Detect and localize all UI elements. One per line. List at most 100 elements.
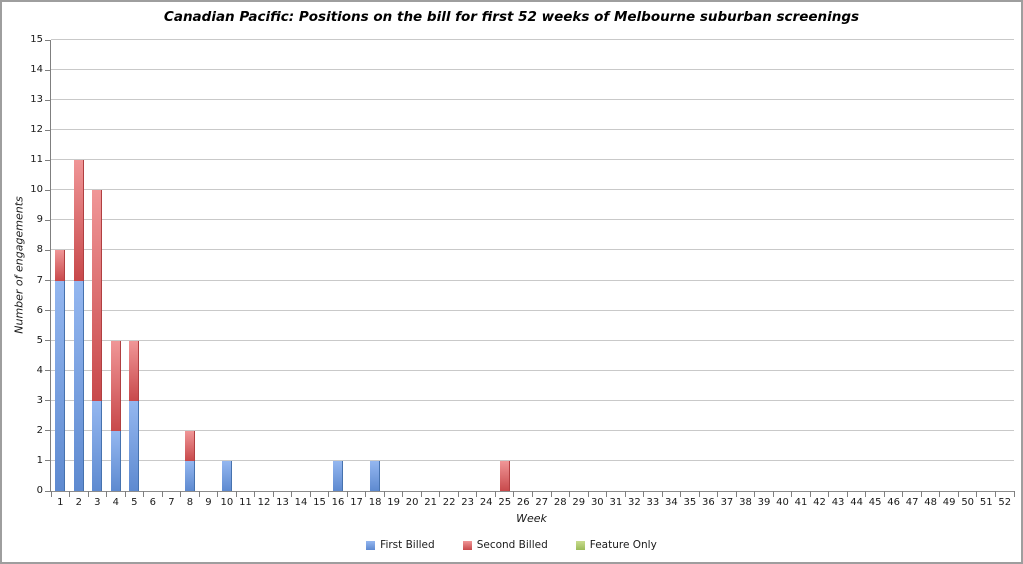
y-axis-tick	[45, 219, 51, 221]
legend-item-second-billed: Second Billed	[462, 539, 548, 551]
y-axis-tick	[45, 370, 51, 372]
x-axis-tick	[254, 491, 256, 497]
gridline	[51, 339, 1014, 341]
x-axis-tick	[994, 491, 996, 497]
x-tick-label: 31	[609, 497, 623, 508]
x-tick-label: 52	[998, 497, 1012, 508]
plot-area: 0 1 2 3 4 5 6 7 8 9 10 11 12 13 14 15 1 2 3 4 5 6 7 8 9 10 11 12 13 1…	[30, 34, 1015, 508]
y-tick-label: 7	[36, 274, 43, 286]
x-tick-label: 39	[757, 497, 771, 508]
bar-segment-first-billed	[370, 460, 381, 491]
x-tick-label: 33	[646, 497, 660, 508]
x-axis-tick	[976, 491, 978, 497]
x-tick-label: 30	[590, 497, 604, 508]
x-axis-tick	[865, 491, 867, 497]
bar-column-week-5	[129, 40, 140, 491]
x-tick-label: 35	[683, 497, 697, 508]
gridline	[51, 249, 1014, 251]
x-tick-label: 42	[813, 497, 826, 508]
y-tick-label: 9	[36, 214, 43, 226]
x-axis-tick	[902, 491, 904, 497]
bar-column-week-8	[184, 40, 195, 491]
x-axis-tick	[494, 491, 496, 497]
x-tick-label: 4	[112, 497, 119, 508]
x-tick-label: 11	[239, 497, 252, 508]
y-axis-tick	[45, 69, 51, 71]
x-axis-tick	[476, 491, 478, 497]
bar-column-week-1	[55, 40, 66, 491]
x-axis-tick	[457, 491, 459, 497]
y-tick-label: 12	[30, 124, 43, 136]
bar-segment-first-billed	[221, 460, 232, 491]
x-tick-label: 44	[850, 497, 863, 508]
x-axis-tick	[661, 491, 663, 497]
y-tick-label: 4	[36, 364, 43, 376]
x-axis-tick	[920, 491, 922, 497]
x-tick-label: 40	[776, 497, 789, 508]
x-axis-tick	[143, 491, 145, 497]
x-tick-label: 8	[186, 497, 194, 508]
x-axis-tick	[124, 491, 126, 497]
x-tick-label: 26	[516, 497, 530, 508]
x-tick-label: 22	[442, 497, 456, 508]
y-axis-tick	[45, 280, 51, 282]
gridline	[51, 399, 1014, 401]
x-tick-label: 16	[331, 497, 345, 508]
x-axis-tick	[698, 491, 700, 497]
x-tick-label: 47	[905, 497, 919, 508]
bar-segment-first-billed	[73, 280, 84, 491]
x-tick-label: 13	[276, 497, 289, 508]
x-tick-label: 29	[572, 497, 586, 508]
y-tick-label: 14	[30, 64, 43, 76]
x-axis-tick	[50, 491, 52, 497]
y-axis-tick	[45, 99, 51, 101]
x-tick-label: 38	[739, 497, 752, 508]
x-axis-tick	[791, 491, 793, 497]
gridline	[51, 99, 1014, 101]
y-axis-tick	[45, 460, 51, 462]
x-axis-tick	[161, 491, 163, 497]
x-axis-tick	[624, 491, 626, 497]
bar-column-week-18	[370, 40, 381, 491]
y-tick-label: 8	[36, 244, 43, 256]
x-axis-tick	[828, 491, 830, 497]
bar-column-week-10	[221, 40, 232, 491]
x-tick-label: 6	[149, 497, 157, 508]
legend-label: Second Billed	[476, 539, 548, 551]
x-tick-label: 50	[961, 497, 975, 508]
y-axis-tick	[45, 430, 51, 432]
gridline	[51, 129, 1014, 131]
x-tick-label: 10	[220, 497, 234, 508]
gridline	[51, 429, 1014, 431]
x-tick-label: 3	[94, 497, 101, 508]
x-axis-tick	[606, 491, 608, 497]
chart-title: Canadian Pacific: Positions on the bill …	[163, 9, 860, 25]
x-tick-label: 15	[313, 497, 326, 508]
y-tick-label: 5	[36, 334, 43, 346]
x-tick-label: 34	[665, 497, 678, 508]
legend: First Billed Second Billed Feature Only	[2, 539, 1021, 551]
y-axis-tick	[45, 310, 51, 312]
x-tick-label: 12	[257, 497, 271, 508]
y-axis-tick	[45, 129, 51, 131]
x-axis-tick	[198, 491, 200, 497]
x-axis-tick	[69, 491, 71, 497]
bar-column-week-4	[110, 40, 121, 491]
y-axis-tick	[45, 340, 51, 342]
x-axis-tick	[569, 491, 571, 497]
x-axis-tick	[587, 491, 589, 497]
x-axis-tick	[272, 491, 274, 497]
x-axis-tick	[735, 491, 737, 497]
y-tick-label: 10	[30, 184, 43, 196]
x-axis-tick	[217, 491, 219, 497]
legend-item-feature-only: Feature Only	[575, 539, 657, 551]
x-tick-label: 21	[424, 497, 438, 508]
bar-segment-second-billed	[499, 460, 510, 491]
legend-label: Feature Only	[589, 539, 657, 551]
x-axis-tick	[957, 491, 959, 497]
x-axis-tick	[291, 491, 293, 497]
bar-segment-first-billed	[129, 400, 140, 491]
x-tick-label: 7	[168, 497, 175, 508]
y-tick-label: 3	[36, 394, 43, 406]
